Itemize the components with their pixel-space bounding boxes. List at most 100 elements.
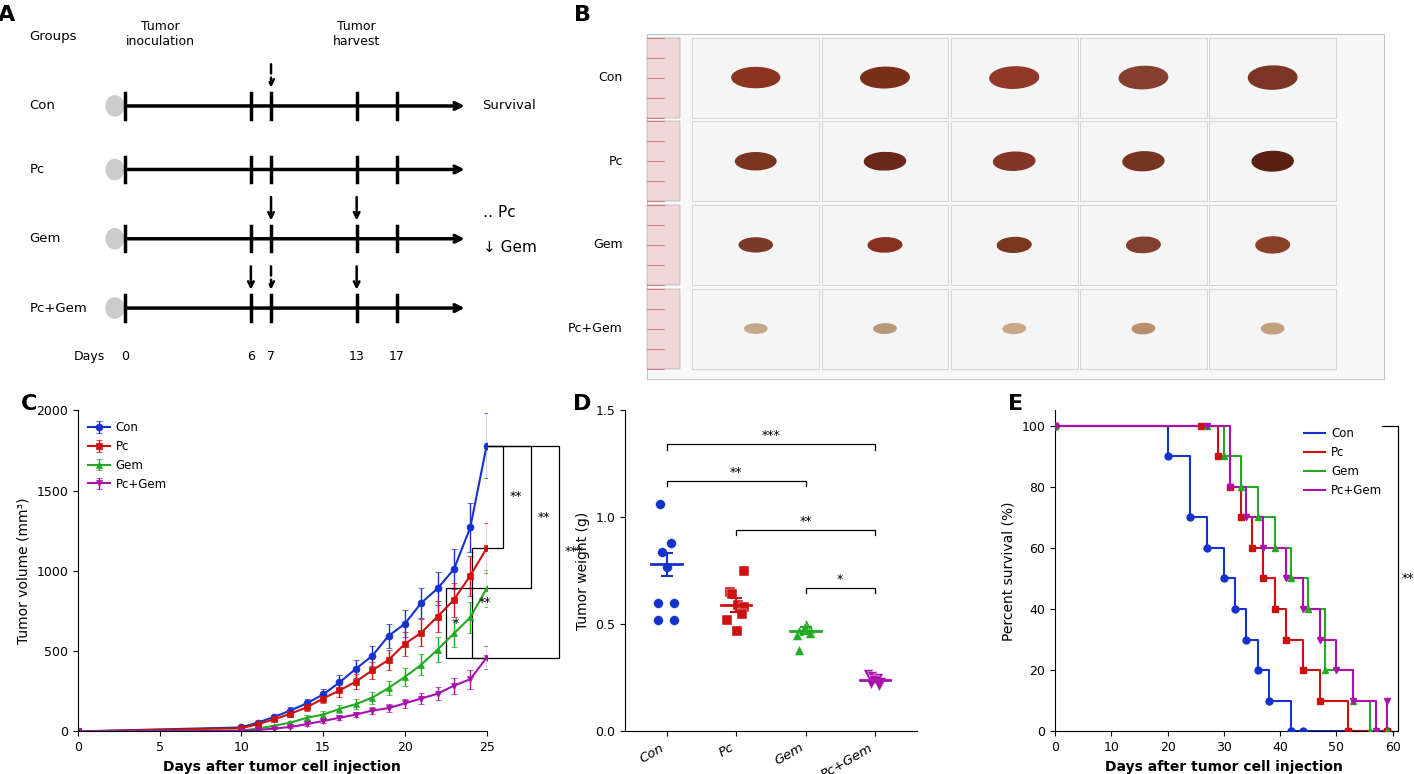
Ellipse shape [1123,152,1164,171]
Text: Pc: Pc [30,163,45,176]
Ellipse shape [1249,66,1297,89]
Text: Gem: Gem [594,238,622,252]
Text: *: * [837,573,843,586]
Bar [1209,37,1336,118]
Pc [1222,482,1239,491]
Bar [693,37,819,118]
X-axis label: Days after tumor cell injection: Days after tumor cell injection [1104,760,1343,774]
Text: Survival: Survival [482,100,536,112]
Gem [1379,727,1396,736]
Point [863,674,885,687]
Point [860,678,882,690]
Point [795,618,817,631]
Bar [950,37,1077,118]
Ellipse shape [106,228,123,249]
Point [663,597,686,609]
Point [660,537,683,550]
Ellipse shape [861,67,909,88]
Pc+Gem [1311,635,1328,644]
Point [663,614,686,626]
Bar [1080,37,1206,118]
Pc [1046,421,1063,430]
Bar [693,289,819,368]
Ellipse shape [1127,237,1161,252]
Con [1260,696,1277,705]
Bar [822,205,949,285]
Point [718,586,741,598]
Gem [1266,543,1282,553]
Text: **: ** [509,491,522,503]
Con [1159,451,1176,461]
Con [1227,604,1244,614]
Ellipse shape [735,152,776,170]
Bar [1080,205,1206,285]
Bar [693,205,819,285]
Point [646,597,669,609]
Bar [950,205,1077,285]
Con [1282,727,1299,736]
Ellipse shape [1003,324,1025,334]
Pc+Gem [1294,604,1311,614]
Point [860,670,882,682]
Line: Gem: Gem [1055,426,1387,731]
Pc [1294,666,1311,675]
Pc+Gem [1277,574,1294,583]
Ellipse shape [740,238,772,252]
Text: **: ** [799,515,812,528]
Ellipse shape [1253,152,1294,171]
Pc [1254,574,1271,583]
Bar [1209,289,1336,368]
Legend: Con, Pc, Gem, Pc+Gem: Con, Pc, Gem, Pc+Gem [83,416,171,495]
Pc+Gem [1046,421,1063,430]
Y-axis label: Tumor weight (g): Tumor weight (g) [575,512,590,630]
Bar [1080,289,1206,368]
Text: C: C [21,394,37,414]
Point [870,676,892,688]
Line: Pc+Gem: Pc+Gem [1055,426,1387,731]
Pc [1266,604,1282,614]
Text: Groups: Groups [30,30,76,43]
Point [656,560,679,573]
Text: *: * [452,617,458,629]
Pc+Gem [1237,512,1254,522]
Text: Pc+Gem: Pc+Gem [30,302,88,314]
Point [788,644,810,656]
Con [1294,727,1311,736]
Text: ‥ Pc: ‥ Pc [482,205,515,221]
Pc [1379,727,1396,736]
Ellipse shape [997,238,1031,252]
Point [715,614,738,626]
Text: Gem: Gem [30,232,61,245]
Legend: Con, Pc, Gem, Pc+Gem: Con, Pc, Gem, Pc+Gem [1299,423,1387,502]
Point [721,588,744,601]
Bar [1209,205,1336,285]
Text: **: ** [730,466,742,479]
X-axis label: Days after tumor cell injection: Days after tumor cell injection [163,760,402,774]
Point [788,625,810,637]
Ellipse shape [732,67,779,87]
Ellipse shape [1120,67,1168,89]
Pc [1210,451,1227,461]
Pc [1193,421,1210,430]
Pc [1277,635,1294,644]
Con [1046,421,1063,430]
Text: A: A [0,5,14,25]
Point [731,608,754,620]
Con [1379,727,1396,736]
Ellipse shape [868,238,902,252]
Gem [1046,421,1063,430]
Pc [1311,696,1328,705]
Line: Con: Con [1055,426,1387,731]
Bar [822,37,949,118]
Bar [693,122,819,201]
Ellipse shape [874,324,896,334]
Gem [1362,727,1379,736]
Bar [950,289,1077,368]
Ellipse shape [1256,237,1290,253]
Text: ***: *** [566,545,584,558]
Ellipse shape [106,298,123,318]
Ellipse shape [106,159,123,180]
Con [1199,543,1216,553]
Bar [648,37,680,118]
Point [727,599,749,611]
